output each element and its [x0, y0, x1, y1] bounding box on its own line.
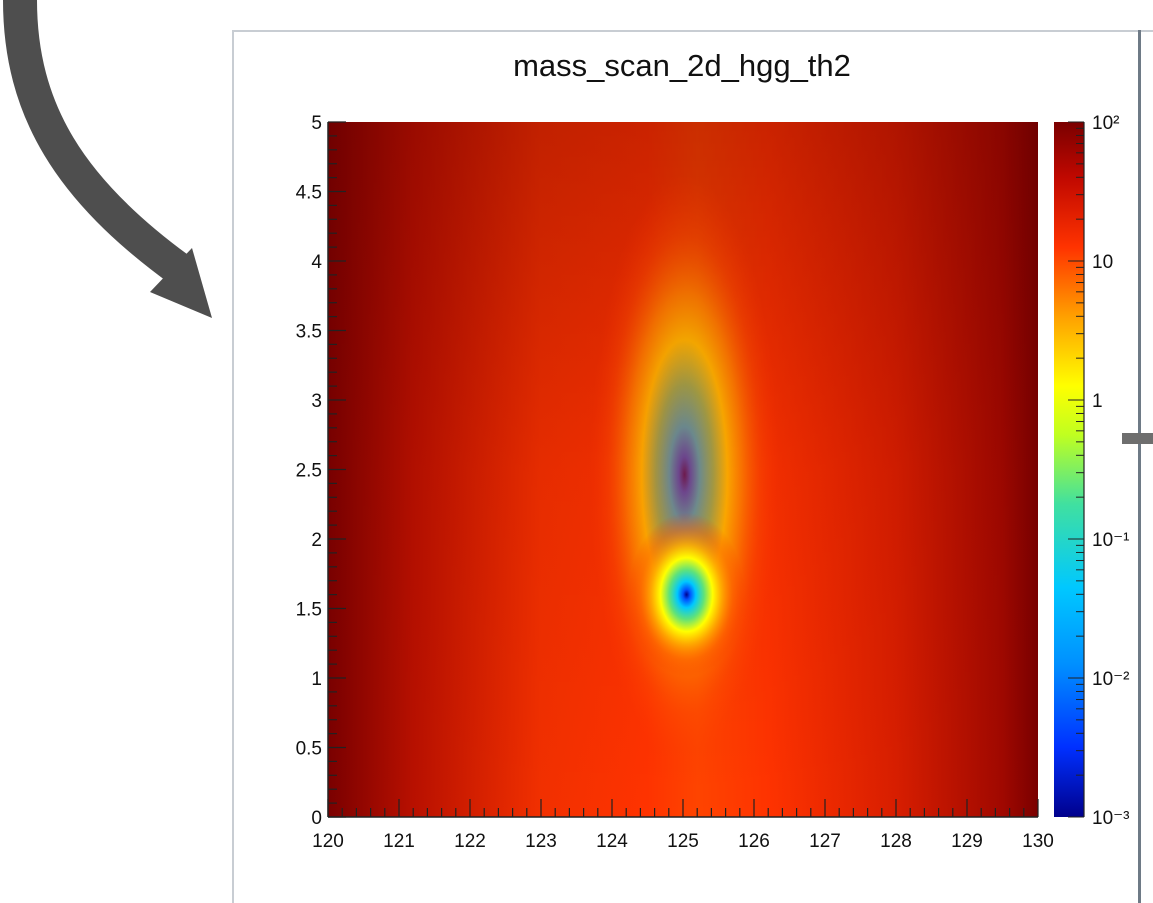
y-tick-label: 0.5 — [296, 739, 322, 760]
pointer-arrow-icon — [3, 0, 212, 318]
x-tick-label: 130 — [1022, 831, 1054, 852]
z-tick-label: 10 — [1092, 252, 1113, 273]
y-tick-label: 4 — [311, 252, 322, 273]
y-tick-label: 2.5 — [296, 461, 322, 482]
y-axis: 0 0.5 1 1.5 2 2.5 3 3.5 4 4.5 5 — [296, 113, 346, 829]
y-tick-label: 4.5 — [296, 183, 322, 204]
z-tick-label: 10⁻³ — [1092, 808, 1130, 829]
x-tick-label: 128 — [880, 831, 912, 852]
connector-stub — [1122, 433, 1153, 444]
canvas-border — [1138, 30, 1141, 903]
x-tick-label: 121 — [383, 831, 415, 852]
x-tick-label: 124 — [596, 831, 628, 852]
y-tick-label: 0 — [311, 808, 322, 829]
y-tick-label: 5 — [311, 113, 322, 134]
x-tick-label: 126 — [738, 831, 770, 852]
y-tick-label: 2 — [311, 530, 322, 551]
likelihood-minimum — [628, 512, 745, 677]
y-tick-label: 3 — [311, 391, 322, 412]
x-tick-label: 127 — [809, 831, 841, 852]
x-tick-label: 123 — [525, 831, 557, 852]
x-axis: 120 121 122 123 124 125 126 127 128 129 130 — [312, 799, 1054, 852]
color-palette-axis: 10⁻³ 10⁻² 10⁻¹ 1 10 10² — [1054, 113, 1130, 829]
z-tick-label: 10⁻² — [1092, 669, 1130, 690]
chart-title: mass_scan_2d_hgg_th2 — [513, 48, 851, 83]
x-tick-label: 122 — [454, 831, 486, 852]
y-tick-label: 1.5 — [296, 600, 322, 621]
color-palette-bar — [1054, 122, 1084, 817]
y-tick-label: 1 — [311, 669, 322, 690]
y-tick-label: 3.5 — [296, 322, 322, 343]
x-tick-label: 125 — [667, 831, 699, 852]
z-tick-label: 1 — [1092, 391, 1103, 412]
z-tick-label: 10² — [1092, 113, 1119, 134]
x-tick-label: 120 — [312, 831, 344, 852]
z-tick-label: 10⁻¹ — [1092, 530, 1130, 551]
plot-area — [328, 122, 1038, 817]
x-tick-label: 129 — [951, 831, 983, 852]
likelihood-plume — [589, 174, 780, 775]
